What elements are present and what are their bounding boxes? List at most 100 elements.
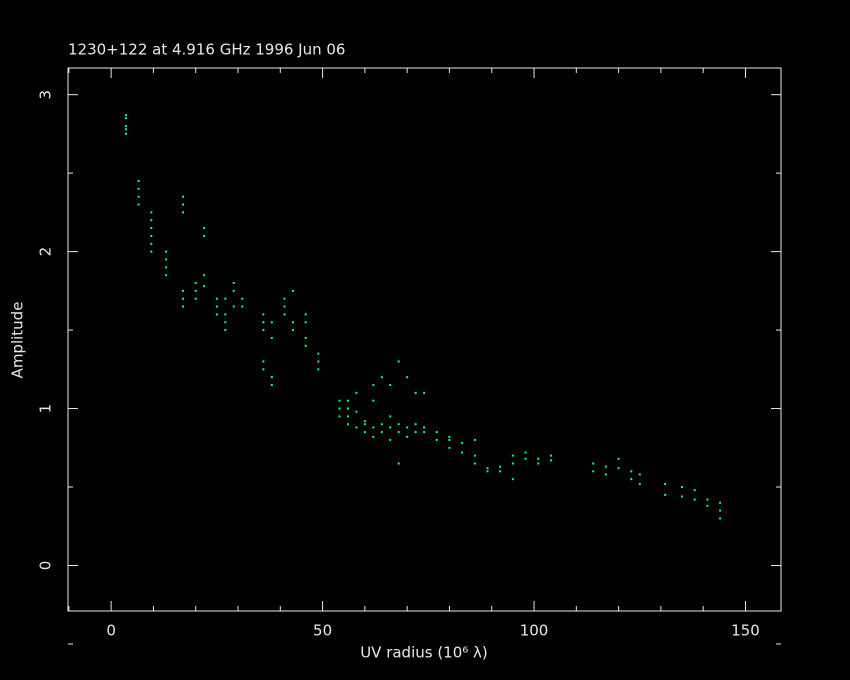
point (283, 305, 286, 308)
point (681, 495, 684, 498)
chart-title: 1230+122 at 4.916 GHz 1996 Jun 06 (68, 41, 345, 59)
point (537, 457, 540, 460)
point (486, 467, 489, 470)
point (414, 431, 417, 434)
point (423, 426, 426, 429)
point (406, 376, 409, 379)
point (241, 305, 244, 308)
point (182, 297, 185, 300)
point (372, 399, 375, 402)
point (592, 470, 595, 473)
point (473, 438, 476, 441)
y-tick-label: 2 (37, 247, 55, 257)
point (232, 282, 235, 285)
point (719, 501, 722, 504)
point (511, 462, 514, 465)
point (291, 289, 294, 292)
point (397, 423, 400, 426)
point (150, 234, 153, 237)
point (346, 407, 349, 410)
point (150, 250, 153, 253)
point (124, 125, 127, 128)
point (338, 399, 341, 402)
point (270, 336, 273, 339)
point (461, 442, 464, 445)
point (338, 415, 341, 418)
point (346, 423, 349, 426)
point (719, 517, 722, 520)
point (706, 498, 709, 501)
point (397, 431, 400, 434)
point (372, 426, 375, 429)
point (304, 313, 307, 316)
point (630, 478, 633, 481)
point (435, 438, 438, 441)
x-tick-label: 100 (520, 622, 549, 640)
point (719, 509, 722, 512)
point (355, 426, 358, 429)
point (372, 435, 375, 438)
point (511, 478, 514, 481)
point (182, 203, 185, 206)
point (406, 435, 409, 438)
point (549, 454, 552, 457)
point (604, 465, 607, 468)
point (262, 368, 265, 371)
point (592, 462, 595, 465)
point (363, 420, 366, 423)
point (397, 360, 400, 363)
point (389, 415, 392, 418)
point (224, 329, 227, 332)
point (524, 457, 527, 460)
point (215, 297, 218, 300)
point (355, 410, 358, 413)
point (124, 132, 127, 135)
point (346, 415, 349, 418)
point (215, 305, 218, 308)
point (304, 321, 307, 324)
point (389, 384, 392, 387)
point (346, 399, 349, 402)
point (372, 384, 375, 387)
y-tick-label: 1 (37, 404, 55, 414)
point (499, 470, 502, 473)
point (423, 391, 426, 394)
point (524, 451, 527, 454)
point (150, 211, 153, 214)
point (270, 384, 273, 387)
x-tick-label: 0 (106, 622, 116, 640)
point (638, 482, 641, 485)
point (124, 114, 127, 117)
point (617, 457, 620, 460)
point (414, 391, 417, 394)
point (549, 459, 552, 462)
point (461, 451, 464, 454)
point (232, 289, 235, 292)
point (473, 454, 476, 457)
point (380, 431, 383, 434)
point (664, 482, 667, 485)
point (706, 504, 709, 507)
point (232, 305, 235, 308)
point (203, 227, 206, 230)
point (317, 360, 320, 363)
point (270, 321, 273, 324)
point (137, 187, 140, 190)
x-axis-label: UV radius (10⁶ λ) (360, 644, 488, 662)
point (194, 282, 197, 285)
point (397, 462, 400, 465)
point (182, 305, 185, 308)
point (406, 426, 409, 429)
point (617, 467, 620, 470)
point (224, 321, 227, 324)
point (380, 423, 383, 426)
point (448, 435, 451, 438)
point (448, 438, 451, 441)
point (124, 128, 127, 131)
point (194, 297, 197, 300)
point (124, 117, 127, 120)
point (511, 454, 514, 457)
point (338, 407, 341, 410)
point (182, 211, 185, 214)
